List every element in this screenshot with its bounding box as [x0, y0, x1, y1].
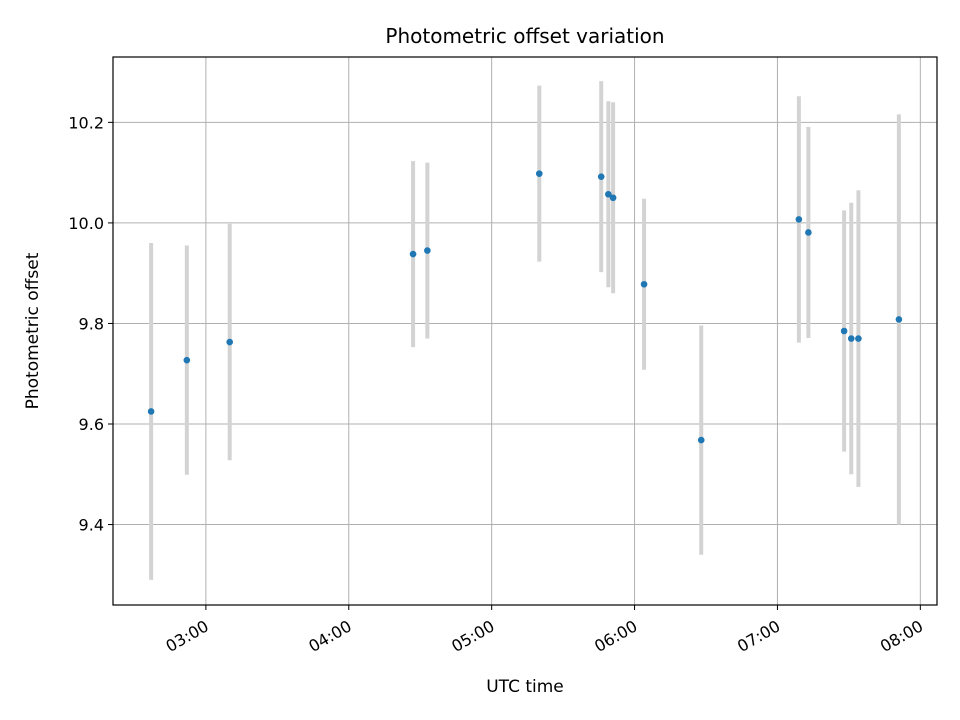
y-tick-label: 10.0 [68, 214, 104, 233]
data-point [697, 436, 705, 444]
data-point [805, 229, 812, 236]
data-point [605, 190, 612, 198]
plot-area-frame [112, 56, 938, 606]
data-point [795, 216, 803, 223]
data-point [147, 408, 155, 415]
data-points [147, 170, 903, 444]
data-point [535, 170, 543, 177]
data-point [424, 247, 431, 254]
x-axis-title: UTC time [486, 677, 564, 697]
y-tick-label: 10.2 [68, 113, 104, 132]
data-point [409, 250, 417, 258]
y-tick-label: 9.6 [79, 415, 104, 434]
data-point [840, 327, 848, 335]
data-point [226, 338, 233, 346]
y-axis-title: Photometric offset [23, 252, 43, 409]
data-point [609, 194, 617, 202]
data-point [847, 335, 855, 342]
data-point [895, 316, 903, 323]
data-point [597, 173, 605, 180]
data-point [640, 280, 648, 288]
y-axis-ticks: 9.4 9.6 9.8 10.0 10.2 [68, 113, 113, 535]
y-tick-label: 9.4 [79, 516, 104, 535]
chart-title: Photometric offset variation [385, 24, 664, 48]
data-point [855, 335, 862, 342]
data-point [183, 356, 191, 364]
y-tick-label: 9.8 [79, 314, 104, 333]
